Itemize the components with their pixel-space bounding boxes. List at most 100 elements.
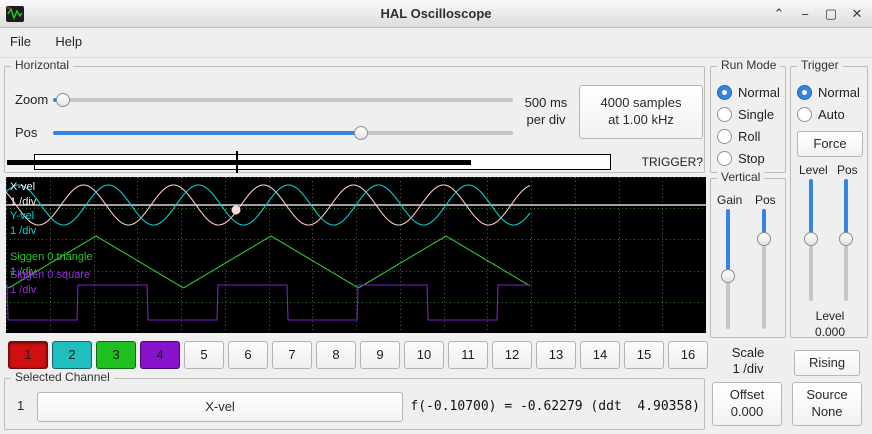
trigger-option-normal[interactable]: Normal — [797, 85, 860, 100]
channel-button-5[interactable]: 5 — [184, 341, 224, 369]
window-title: HAL Oscilloscope — [380, 6, 492, 21]
channel-button-6[interactable]: 6 — [228, 341, 268, 369]
runmode-option-normal[interactable]: Normal — [717, 85, 780, 100]
trigger-pos-slider[interactable] — [839, 179, 853, 301]
scope-channel-label: Siggen 0.square — [10, 269, 91, 281]
app-icon — [6, 6, 24, 22]
trace-X-vel — [6, 184, 531, 226]
radio-label: Roll — [738, 129, 761, 144]
radio-icon — [797, 85, 812, 100]
run-mode-group-title: Run Mode — [717, 58, 781, 72]
radio-icon — [797, 107, 812, 122]
samples-button[interactable]: 4000 samples at 1.00 kHz — [579, 85, 703, 139]
trigger-pos-slider-label: Pos — [837, 163, 858, 177]
vertical-gain-slider-fill — [726, 209, 730, 276]
channel-button-4[interactable]: 4 — [140, 341, 180, 369]
radio-label: Stop — [738, 151, 765, 166]
radio-icon — [717, 85, 732, 100]
vertical-pos-slider[interactable] — [757, 209, 771, 329]
zoom-slider-handle[interactable] — [56, 93, 70, 107]
channel-button-11[interactable]: 11 — [448, 341, 488, 369]
scope-channel-label: 1 /div — [10, 284, 37, 296]
time-per-div: 500 ms per div — [524, 95, 568, 127]
menu-file[interactable]: File — [10, 34, 31, 49]
channel-button-14[interactable]: 14 — [580, 341, 620, 369]
offset-button[interactable]: Offset 0.000 — [712, 382, 782, 426]
trigger-pos-slider-fill — [844, 179, 848, 239]
close-icon[interactable]: ✕ — [851, 6, 863, 21]
runmode-option-single[interactable]: Single — [717, 107, 774, 122]
runmode-option-stop[interactable]: Stop — [717, 151, 765, 166]
vertical-pos-slider-trough[interactable] — [762, 209, 766, 329]
maximize-icon[interactable]: ▢ — [824, 6, 838, 21]
horizontal-group-title: Horizontal — [11, 58, 74, 72]
scope-canvas — [6, 177, 706, 333]
trigger-level-slider-handle[interactable] — [804, 232, 818, 246]
channel-button-1[interactable]: 1 — [8, 341, 48, 369]
selected-channel-group: Selected Channel 1 X-vel f(-0.10700) = -… — [4, 370, 705, 430]
runmode-option-roll[interactable]: Roll — [717, 129, 760, 144]
vertical-pos-label: Pos — [755, 193, 776, 207]
trigger-source-button[interactable]: Source None — [792, 382, 862, 426]
vertical-gain-label: Gain — [717, 193, 743, 207]
channel-button-2[interactable]: 2 — [52, 341, 92, 369]
trace-Siggen-0-triangle — [6, 235, 531, 289]
trigger-option-auto[interactable]: Auto — [797, 107, 845, 122]
channel-button-13[interactable]: 13 — [536, 341, 576, 369]
trigger-group-title: Trigger — [797, 58, 843, 72]
trigger-edge-button[interactable]: Rising — [794, 350, 860, 376]
trigger-level-readout-value: 0.000 — [814, 325, 846, 339]
scope-channel-label: 1 /div — [10, 196, 37, 208]
trigger-hint-label: TRIGGER? — [641, 155, 703, 169]
channel-button-9[interactable]: 9 — [360, 341, 400, 369]
channel-button-16[interactable]: 16 — [668, 341, 708, 369]
vertical-pos-slider-handle[interactable] — [757, 232, 771, 246]
scope-label-layer: X-vel 1 /div Y-vel 1 /div Siggen 0.triangle 1… — [6, 177, 706, 333]
channel-button-15[interactable]: 15 — [624, 341, 664, 369]
trigger-pos-slider-handle[interactable] — [839, 232, 853, 246]
radio-label: Normal — [818, 85, 860, 100]
scope-display[interactable]: X-vel 1 /div Y-vel 1 /div Siggen 0.triangle 1… — [6, 177, 706, 333]
trigger-position-tick — [236, 151, 238, 173]
shade-icon[interactable]: ⌃ — [773, 6, 785, 21]
radio-label: Auto — [818, 107, 845, 122]
scope-channel-label: Y-vel — [10, 210, 35, 222]
scale-label: Scale — [731, 345, 765, 360]
channel-button-3[interactable]: 3 — [96, 341, 136, 369]
zoom-slider[interactable] — [53, 93, 513, 107]
pos-label: Pos — [15, 125, 38, 140]
zoom-slider-trough[interactable] — [53, 98, 513, 102]
radio-icon — [717, 151, 732, 166]
horizontal-pos-slider-handle[interactable] — [354, 126, 368, 140]
trigger-level-slider[interactable] — [804, 179, 818, 301]
record-data-bar — [7, 160, 471, 165]
horizontal-pos-slider[interactable] — [53, 126, 513, 140]
vertical-group-title: Vertical — [717, 170, 765, 184]
titlebar[interactable]: HAL Oscilloscope ⌃ − ▢ ✕ — [0, 0, 872, 28]
scope-channel-label: 1 /div — [10, 225, 37, 237]
radio-icon — [717, 107, 732, 122]
channel-button-8[interactable]: 8 — [316, 341, 356, 369]
force-button[interactable]: Force — [797, 131, 863, 157]
menubar: File Help — [0, 28, 872, 58]
selected-channel-number: 1 — [17, 398, 25, 413]
zoom-label: Zoom — [15, 92, 49, 107]
trigger-level-slider-label: Level — [799, 163, 828, 177]
scope-channel-label: Siggen 0.triangle — [10, 251, 93, 263]
horizontal-group: Horizontal Zoom 500 ms per div 4000 samp… — [4, 58, 705, 173]
vertical-gain-slider[interactable] — [721, 209, 735, 329]
selected-channel-name-button[interactable]: X-vel — [37, 392, 403, 422]
trigger-point-marker[interactable] — [231, 205, 241, 215]
record-position-bar[interactable] — [7, 151, 705, 173]
trigger-level-readout-label: Level — [815, 309, 845, 323]
vertical-gain-slider-handle[interactable] — [721, 269, 735, 283]
trigger-group: Trigger Normal Auto Force Level Pos Leve… — [790, 58, 868, 339]
channel-button-12[interactable]: 12 — [492, 341, 532, 369]
channel-button-7[interactable]: 7 — [272, 341, 312, 369]
radio-label: Single — [738, 107, 775, 122]
horizontal-pos-slider-fill — [53, 131, 361, 135]
menu-help[interactable]: Help — [55, 34, 83, 49]
minimize-icon[interactable]: − — [801, 6, 809, 22]
channel-button-10[interactable]: 10 — [404, 341, 444, 369]
